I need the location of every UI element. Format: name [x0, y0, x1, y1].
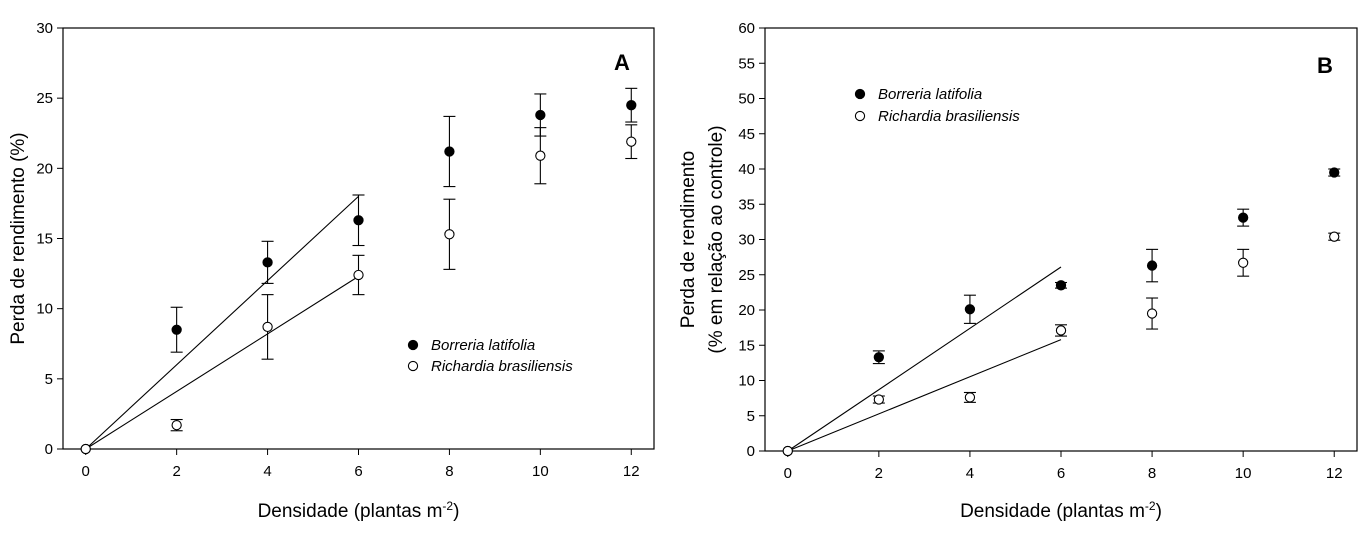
data-point-richardia-brasiliensis: [964, 392, 976, 403]
fit-line-richardia-brasiliensis: [787, 339, 1062, 452]
y-tick-label: 55: [738, 55, 755, 72]
x-tick-label: 0: [82, 463, 90, 480]
x-axis-title: Densidade (plantas m-2): [258, 499, 460, 522]
data-point-richardia-brasiliensis: [1329, 231, 1340, 242]
y-tick-label: 15: [738, 337, 755, 354]
legend-marker: [854, 88, 866, 100]
y-tick-label: 5: [45, 371, 53, 388]
fit-line-borreria-latifolia: [787, 266, 1062, 452]
y-axis-title: Perda de rendimento (%): [8, 132, 29, 344]
legend-marker: [407, 360, 419, 372]
x-tick-label: 4: [263, 463, 271, 480]
y-tick-label: 5: [747, 408, 755, 425]
data-point-borreria-latifolia: [1146, 260, 1158, 271]
data-point-richardia-brasiliensis: [80, 443, 91, 455]
x-tick-label: 0: [784, 465, 792, 482]
fit-line-borreria-latifolia: [85, 195, 359, 450]
data-point-borreria-latifolia: [873, 352, 884, 363]
data-point-borreria-latifolia: [171, 324, 182, 335]
y-tick-label: 20: [738, 302, 755, 319]
legend-label: Borreria latifolia: [878, 86, 982, 103]
data-point-richardia-brasiliensis: [444, 229, 455, 240]
data-point-richardia-brasiliensis: [171, 419, 182, 431]
chart-panel-b: 0 5 10 15 20 25 30 35 40 45 50 55 60 0 2 4 6 8 10 12 Densida…: [678, 20, 1358, 522]
x-tick-label: 4: [966, 465, 974, 482]
x-tick-label: 8: [445, 463, 453, 480]
y-tick-label: 10: [36, 301, 53, 318]
data-point-borreria-latifolia: [626, 100, 637, 111]
x-axis-title: Densidade (plantas m-2): [960, 499, 1162, 522]
y-tick-label: 40: [738, 161, 755, 178]
data-point-richardia-brasiliensis: [782, 445, 793, 457]
y-tick-label: 25: [738, 267, 755, 284]
legend-marker: [854, 110, 866, 122]
y-tick-label: 35: [738, 196, 755, 213]
data-point-borreria-latifolia: [1329, 167, 1340, 178]
data-point-richardia-brasiliensis: [262, 321, 273, 333]
data-point-richardia-brasiliensis: [1055, 325, 1067, 336]
y-axis-title: (% em relação ao controle): [706, 125, 727, 353]
data-point-richardia-brasiliensis: [873, 394, 884, 405]
x-tick-label: 12: [1326, 465, 1343, 482]
data-point-borreria-latifolia: [535, 109, 546, 121]
data-point-richardia-brasiliensis: [626, 136, 637, 147]
data-point-borreria-latifolia: [353, 215, 364, 226]
data-point-borreria-latifolia: [444, 146, 455, 157]
y-tick-label: 60: [738, 20, 755, 37]
data-point-richardia-brasiliensis: [1146, 308, 1158, 319]
data-point-borreria-latifolia: [1055, 280, 1067, 291]
x-tick-label: 12: [623, 463, 640, 480]
y-tick-label: 25: [36, 90, 53, 107]
x-tick-label: 6: [1057, 465, 1065, 482]
y-tick-label: 0: [747, 443, 755, 460]
y-axis-title: Perda de rendimento: [678, 151, 699, 328]
x-tick-label: 10: [532, 463, 549, 480]
legend-label: Richardia brasiliensis: [878, 108, 1020, 125]
legend-label: Richardia brasiliensis: [431, 358, 573, 375]
chart-panel-a: 0 5 10 15 20 25 30 0 2 4 6 8 10 12 Densidade (plantas …: [8, 20, 655, 522]
y-tick-label: 10: [738, 373, 755, 390]
data-point-richardia-brasiliensis: [535, 150, 546, 161]
legend-label: Borreria latifolia: [431, 337, 535, 354]
data-point-richardia-brasiliensis: [1238, 257, 1249, 268]
y-tick-label: 20: [36, 160, 53, 177]
data-point-borreria-latifolia: [1238, 212, 1249, 223]
x-tick-label: 8: [1148, 465, 1156, 482]
legend-marker: [407, 339, 419, 351]
x-tick-label: 6: [354, 463, 362, 480]
y-tick-label: 50: [738, 91, 755, 108]
data-point-richardia-brasiliensis: [353, 269, 364, 281]
data-point-borreria-latifolia: [964, 304, 976, 315]
fit-line-richardia-brasiliensis: [85, 275, 359, 450]
x-tick-label: 2: [172, 463, 180, 480]
y-tick-label: 45: [738, 126, 755, 143]
panel-label: B: [1317, 53, 1333, 78]
plot-frame: [764, 27, 1358, 452]
y-tick-label: 0: [45, 441, 53, 458]
y-tick-label: 15: [36, 231, 53, 248]
x-tick-label: 10: [1235, 465, 1252, 482]
y-tick-label: 30: [738, 232, 755, 249]
x-tick-label: 2: [875, 465, 883, 482]
panel-label: A: [614, 50, 630, 75]
y-tick-label: 30: [36, 20, 53, 37]
data-point-borreria-latifolia: [262, 257, 273, 268]
